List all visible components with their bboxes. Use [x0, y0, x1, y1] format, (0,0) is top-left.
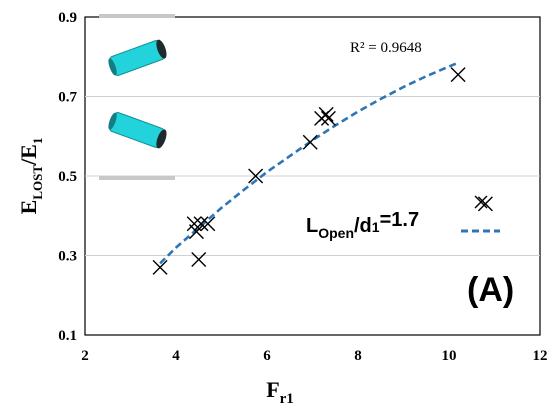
legend: LOpen/d1=1.7 — [306, 195, 500, 241]
x-tick-labels: 2 4 6 8 10 12 — [81, 348, 547, 364]
top-plate — [99, 14, 175, 18]
legend-line-label: LOpen/d1=1.7 — [306, 209, 419, 241]
x-tick-label: 4 — [172, 348, 180, 364]
data-point — [193, 216, 209, 232]
data-point — [152, 259, 168, 275]
r-squared-label: R² = 0.9648 — [350, 40, 422, 56]
inset-illustration — [99, 14, 175, 180]
y-axis-title: ELOST/E1 — [16, 138, 45, 215]
data-point — [318, 106, 334, 122]
pipe-lower — [108, 112, 167, 149]
pipe-upper — [108, 39, 167, 76]
x-tick-label: 12 — [533, 348, 548, 364]
x-axis-title: Fr1 — [266, 377, 294, 407]
data-point — [248, 168, 264, 184]
y-tick-label: 0.5 — [58, 169, 77, 185]
y-tick-label: 0.7 — [58, 90, 77, 106]
scatter-points — [152, 67, 493, 275]
x-tick-label: 8 — [354, 348, 362, 364]
data-point — [188, 224, 204, 240]
data-point — [200, 216, 216, 232]
panel-label: (A) — [467, 271, 514, 309]
data-point — [191, 251, 207, 267]
data-point — [320, 110, 336, 126]
x-tick-label: 2 — [81, 348, 89, 364]
legend-marker-swatch — [474, 195, 488, 209]
data-point — [450, 67, 466, 83]
y-tick-labels: 0.1 0.3 0.5 0.7 0.9 — [58, 10, 77, 344]
y-tick-label: 0.3 — [58, 249, 77, 265]
y-tick-label: 0.9 — [58, 10, 77, 26]
data-point — [477, 196, 493, 212]
y-tick-label: 0.1 — [58, 328, 77, 344]
x-tick-label: 10 — [442, 348, 457, 364]
bottom-plate — [99, 176, 175, 180]
x-tick-label: 6 — [263, 348, 271, 364]
data-point — [302, 134, 318, 150]
